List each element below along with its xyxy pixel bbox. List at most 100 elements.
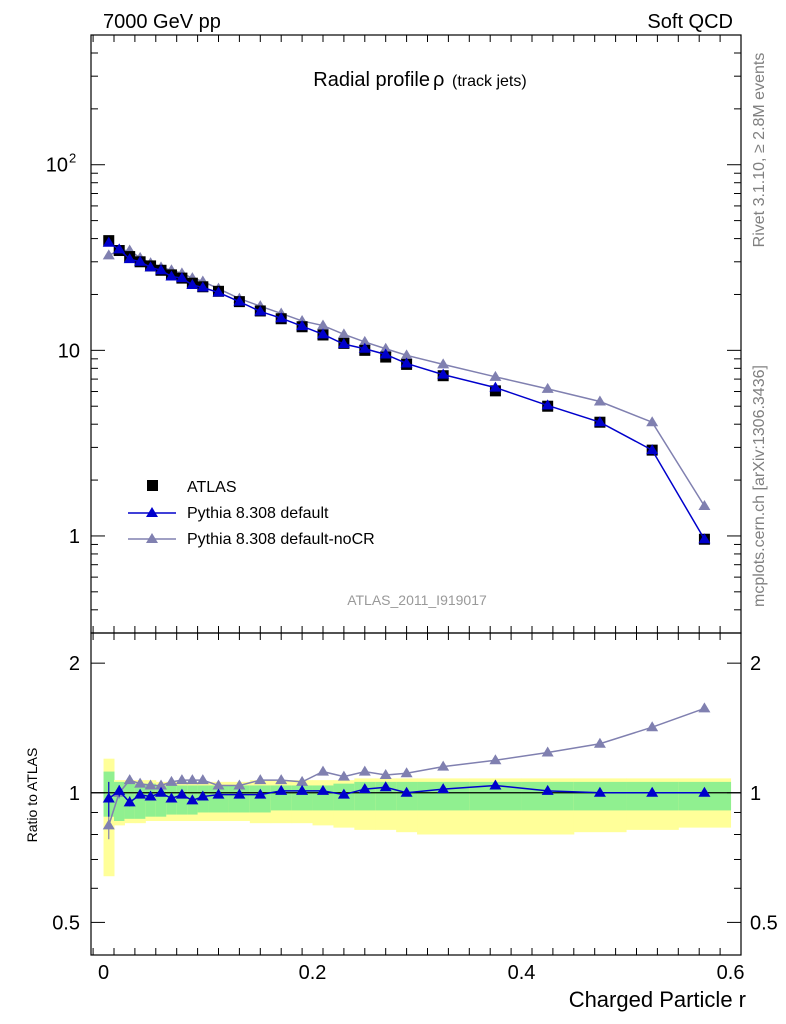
main-point-pythia-default	[337, 338, 350, 349]
main-point-pythia-default	[212, 286, 225, 297]
inner-band-bin	[113, 781, 125, 821]
main-point-pythia-default	[196, 281, 209, 292]
legend-label-pythia-nocr: Pythia 8.308 default-noCR	[187, 531, 375, 548]
ratio-y-axis-label: Ratio to ATLAS	[24, 748, 40, 843]
x-tick-label: 0	[98, 962, 109, 984]
ratio-point-pythia-default	[400, 786, 413, 797]
ratio-point-pythia-nocr	[337, 770, 350, 781]
ratio-point-pythia-nocr	[186, 774, 199, 785]
ratio-point-pythia-default	[134, 788, 147, 799]
main-point-pythia-default	[113, 243, 126, 254]
ratio-series	[102, 702, 711, 840]
legend-marker-pythia-default	[146, 507, 158, 517]
main-point-pythia-default	[296, 320, 309, 331]
ratio-point-pythia-default	[358, 783, 371, 794]
main-point-pythia-default	[134, 255, 147, 266]
ratio-y-tick-label-left: 2	[69, 653, 80, 675]
main-point-pythia-default	[102, 236, 115, 247]
main-y-tick-label: 10	[46, 155, 68, 177]
ratio-point-pythia-default	[593, 786, 606, 797]
ratio-point-pythia-default	[316, 784, 329, 795]
inner-band-bin	[291, 785, 314, 811]
ratio-point-pythia-default	[233, 788, 246, 799]
ratio-uncertainty-bands	[103, 758, 732, 877]
ratio-point-pythia-nocr	[155, 779, 168, 790]
ratio-point-pythia-default	[254, 788, 267, 799]
ratio-point-pythia-default	[165, 792, 178, 803]
ratio-frame	[90, 632, 742, 956]
ratio-y-tick-label-right: 1	[750, 783, 761, 805]
main-point-pythia-default	[316, 328, 329, 339]
main-point-pythia-default	[175, 272, 188, 283]
ratio-point-pythia-default	[489, 779, 502, 790]
ratio-point-pythia-default	[646, 786, 659, 797]
main-title: Radial profile	[313, 69, 430, 91]
ratio-point-pythia-nocr	[275, 774, 288, 785]
main-title-symbol: ρ	[433, 69, 444, 91]
main-point-pythia-default	[275, 312, 288, 323]
main-point-pythia-nocr	[379, 342, 392, 353]
ratio-point-pythia-nocr	[165, 775, 178, 786]
main-y-tick-exponent: 2	[69, 151, 76, 166]
main-point-pythia-default	[155, 264, 168, 275]
main-point-pythia-default	[437, 368, 450, 379]
ratio-point-pythia-nocr	[296, 775, 309, 786]
inner-band-bin	[134, 783, 146, 819]
main-point-pythia-default	[489, 381, 502, 392]
main-panel: Radial profile ρ (track jets) ATLAS_2011…	[46, 34, 742, 634]
main-point-pythia-nocr	[646, 416, 659, 427]
legend-label-atlas: ATLAS	[187, 479, 237, 496]
main-point-pythia-default	[541, 399, 554, 410]
ratio-point-pythia-nocr	[102, 819, 115, 830]
ratio-point-pythia-default	[155, 786, 168, 797]
main-point-pythia-default	[400, 357, 413, 368]
ratio-point-pythia-default	[275, 784, 288, 795]
main-point-pythia-default	[144, 261, 157, 272]
ratio-point-pythia-default	[212, 788, 225, 799]
ratio-y-tick-labels: 0.5 0.5 1 1 2 2	[52, 653, 778, 934]
ratio-point-pythia-nocr	[379, 768, 392, 779]
main-point-pythia-default	[593, 416, 606, 427]
ratio-point-pythia-default	[296, 784, 309, 795]
x-tick-label: 0.4	[508, 962, 536, 984]
x-tick-label: 0.2	[299, 962, 327, 984]
ratio-point-pythia-nocr	[212, 779, 225, 790]
main-point-pythia-nocr	[437, 358, 450, 369]
legend-label-pythia-default: Pythia 8.308 default	[187, 505, 329, 522]
ratio-point-pythia-default	[175, 788, 188, 799]
ratio-point-pythia-nocr	[437, 760, 450, 771]
main-point-pythia-nocr	[102, 249, 115, 260]
ratio-panel: 0.5 0.5 1 1 2 2 0 0.2 0.4 0.6 Ratio to ATLAS Cha…	[24, 632, 778, 1012]
ratio-point-pythia-default	[437, 783, 450, 794]
x-axis-label: Charged Particle r	[569, 987, 746, 1012]
main-point-pythia-nocr	[337, 328, 350, 339]
ratio-point-pythia-nocr	[316, 765, 329, 776]
ratio-point-pythia-nocr	[489, 754, 502, 765]
ratio-point-pythia-default	[379, 781, 392, 792]
ratio-point-pythia-default	[196, 790, 209, 801]
main-point-pythia-default	[254, 305, 267, 316]
main-point-pythia-nocr	[593, 395, 606, 406]
main-point-pythia-default	[379, 348, 392, 359]
main-point-pythia-default	[123, 253, 136, 264]
main-y-tick-label: 1	[69, 526, 80, 548]
ratio-point-pythia-default	[144, 790, 157, 801]
main-series	[102, 235, 711, 545]
main-y-tick-label: 10	[58, 340, 80, 362]
ratio-point-pythia-nocr	[400, 767, 413, 778]
ratio-point-pythia-default	[337, 788, 350, 799]
main-point-pythia-default	[698, 533, 711, 544]
ratio-y-tick-label-right: 2	[750, 653, 761, 675]
analysis-label: ATLAS_2011_I919017	[347, 592, 487, 608]
main-point-pythia-default	[358, 342, 371, 353]
inner-band-bin	[176, 785, 188, 815]
main-point-pythia-nocr	[541, 382, 554, 393]
ratio-point-pythia-nocr	[233, 779, 246, 790]
ratio-point-pythia-nocr	[646, 721, 659, 732]
ratio-y-tick-label-left: 1	[69, 783, 80, 805]
main-point-pythia-nocr	[400, 349, 413, 360]
header-right: Soft QCD	[647, 11, 733, 33]
main-point-pythia-default	[186, 278, 199, 289]
ratio-point-pythia-nocr	[593, 737, 606, 748]
header-left: 7000 GeV pp	[103, 11, 221, 33]
